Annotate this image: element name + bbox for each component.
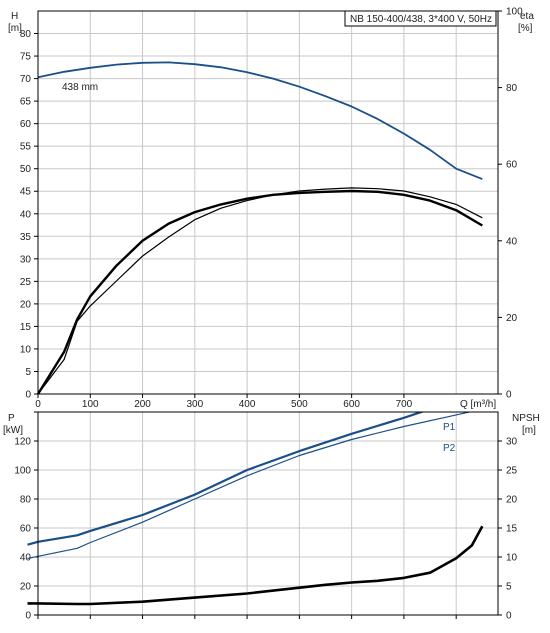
bottom-y2-tick-label-5: 25 [506,466,518,477]
top-y-tick-label-3: 15 [20,322,32,333]
x-tick-label-5: 500 [291,399,308,410]
bottom-y2-tick-label-6: 30 [506,437,518,448]
bottom-y-tick-label-1: 20 [20,582,32,593]
series-label-p1: P1 [443,422,456,433]
chart-title-box: NB 150-400/438, 3*400 V, 50Hz [344,10,497,27]
curve-annotation: 438 mm [62,82,98,93]
bottom-series-line-2 [27,525,484,606]
bottom-series-line-0 [27,412,425,546]
top-y-axis-title: H [11,11,18,22]
bottom-plot-frame [37,411,499,616]
top-y-tick-label-1: 5 [25,367,31,378]
x-tick-label-1: 100 [82,399,99,410]
x-tick-label-4: 400 [239,399,256,410]
bottom-y2-tick-label-0: 0 [506,611,512,622]
top-plot-frame [37,10,499,395]
bottom-y2-tick-label-4: 20 [506,495,518,506]
x-axis-title: Q [m³/h] [460,399,496,410]
top-y-tick-label-6: 30 [20,254,32,265]
bottom-y-tick-label-5: 100 [14,466,31,477]
top-y2-tick-label-0: 0 [506,390,512,401]
bottom-y-tick-label-0: 0 [25,611,31,622]
top-y-tick-label-4: 20 [20,299,32,310]
bottom-y-tick-label-4: 80 [20,495,32,506]
top-y2-tick-label-5: 100 [506,7,523,18]
top-y-tick-label-12: 60 [20,119,32,130]
x-tick-label-3: 300 [186,399,203,410]
x-tick-label-0: 0 [35,399,41,410]
chart-title: NB 150-400/438, 3*400 V, 50Hz [350,14,492,25]
top-y2-axis-title: eta [520,11,534,22]
top-y-tick-label-15: 75 [20,52,32,63]
top-y-axis-unit: [m] [8,23,22,34]
top-y2-tick-label-4: 80 [506,83,518,94]
top-y-tick-label-16: 80 [20,29,32,40]
top-y-tick-label-7: 35 [20,232,32,243]
top-y2-tick-label-3: 60 [506,160,518,171]
series-label-p2: P2 [443,443,456,454]
top-y-tick-label-0: 0 [25,390,31,401]
top-series-line-2 [36,189,483,394]
bottom-series-line-1 [27,412,473,560]
top-y-tick-label-9: 45 [20,187,32,198]
top-y-tick-label-2: 10 [20,344,32,355]
top-y-tick-label-10: 50 [20,164,32,175]
bottom-y2-axis-unit: [m] [522,425,536,436]
top-series-line-1 [37,187,483,394]
bottom-y2-tick-label-1: 5 [506,582,512,593]
x-tick-label-2: 200 [134,399,151,410]
top-y2-tick-label-1: 20 [506,313,518,324]
bottom-y2-tick-label-2: 10 [506,553,518,564]
top-y-tick-label-13: 65 [20,97,32,108]
x-tick-label-6: 600 [343,399,360,410]
bottom-y-tick-label-2: 40 [20,553,32,564]
top-y-tick-label-14: 70 [20,74,32,85]
bottom-y-axis-unit: [kW] [3,425,23,436]
bottom-y2-tick-label-3: 15 [506,524,518,535]
bottom-y-tick-label-6: 120 [14,437,31,448]
top-y-tick-label-5: 25 [20,277,32,288]
top-y-tick-label-11: 55 [20,142,32,153]
top-y-tick-label-8: 40 [20,209,32,220]
top-y2-axis-unit: [%] [518,23,533,34]
top-series-line-0 [37,61,483,180]
bottom-y-axis-title: P [8,413,15,424]
x-tick-label-7: 700 [396,399,413,410]
bottom-y-tick-label-3: 60 [20,524,32,535]
bottom-y2-axis-title: NPSH [512,413,540,424]
top-y2-tick-label-2: 40 [506,236,518,247]
